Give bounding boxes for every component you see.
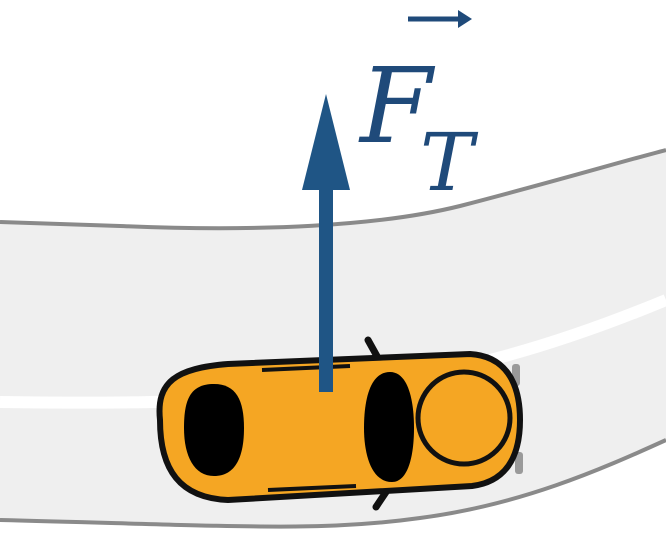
road-edge-top — [0, 148, 666, 231]
car-door-line-top — [261, 364, 351, 372]
force-symbol: F — [358, 45, 436, 167]
force-label: F T — [358, 10, 479, 209]
car-rear-window — [184, 384, 244, 476]
car-mirror-right — [372, 488, 390, 511]
car-windshield — [364, 372, 414, 482]
force-arrow-head — [302, 94, 350, 190]
vector-arrow-tip — [458, 10, 472, 28]
road-edge-bottom — [0, 438, 666, 529]
car-hood — [415, 369, 513, 467]
car-front-light-bottom — [515, 452, 523, 474]
car-top-view-icon — [156, 336, 524, 511]
car-door-line-bottom — [267, 484, 357, 492]
force-subscript: T — [420, 116, 479, 209]
force-arrow-icon — [302, 94, 350, 392]
